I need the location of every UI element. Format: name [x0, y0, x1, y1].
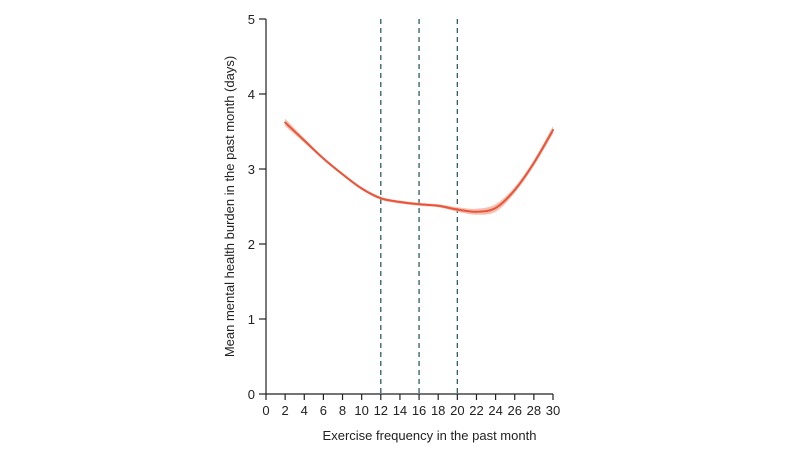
x-tick-label: 24: [488, 403, 502, 418]
y-tick-label: 2: [248, 237, 255, 252]
x-tick-label: 0: [262, 403, 269, 418]
x-tick-label: 26: [507, 403, 521, 418]
x-tick-label: 6: [320, 403, 327, 418]
x-tick-label: 4: [301, 403, 308, 418]
y-tick-label: 0: [248, 387, 255, 402]
x-tick-label: 14: [393, 403, 407, 418]
y-tick-label: 1: [248, 312, 255, 327]
series-line: [284, 121, 554, 213]
x-axis-title: Exercise frequency in the past month: [323, 428, 537, 443]
y-axis-title: Mean mental health burden in the past mo…: [222, 56, 237, 357]
y-tick-label: 5: [248, 12, 255, 27]
x-tick-label: 20: [450, 403, 464, 418]
y-tick-label: 4: [248, 87, 255, 102]
x-tick-label: 18: [431, 403, 445, 418]
x-tick-label: 12: [374, 403, 388, 418]
x-tick-label: 2: [282, 403, 289, 418]
y-tick-label: 3: [248, 162, 255, 177]
x-tick-label: 30: [546, 403, 560, 418]
x-tick-label: 16: [412, 403, 426, 418]
x-tick-label: 22: [469, 403, 483, 418]
x-tick-label: 8: [339, 403, 346, 418]
x-tick-label: 28: [527, 403, 541, 418]
x-tick-label: 10: [354, 403, 368, 418]
